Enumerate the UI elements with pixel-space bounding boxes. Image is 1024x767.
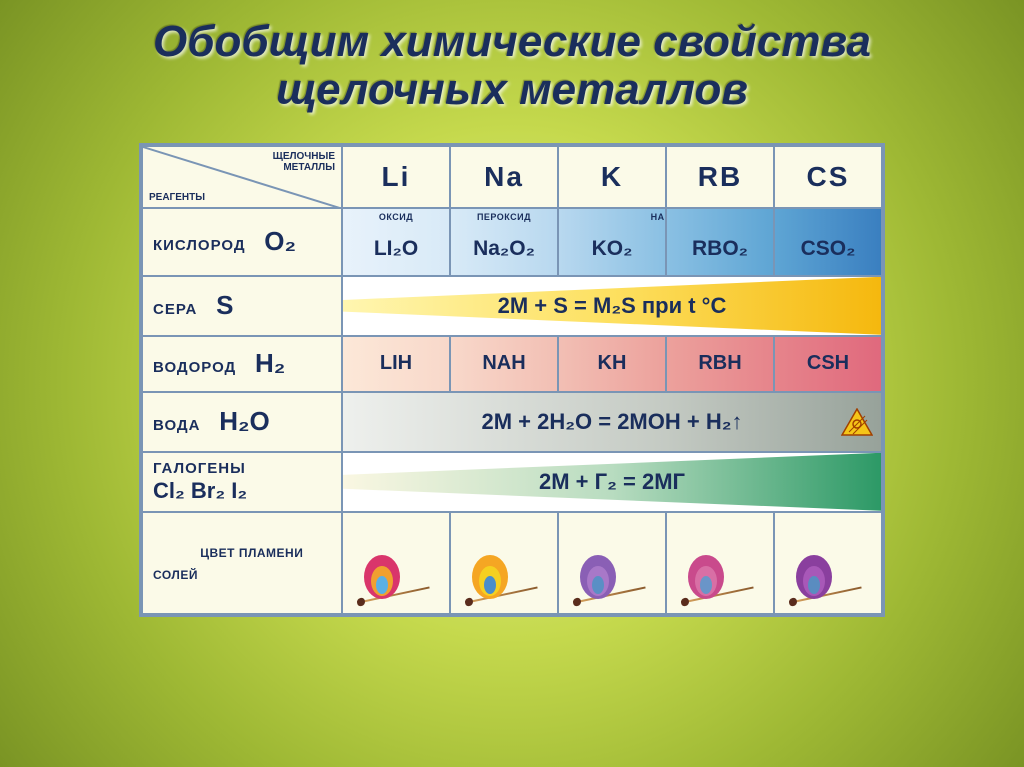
row-flame: ЦВЕТ ПЛАМЕНИ СОЛЕЙ [142,512,882,614]
ox-Rb: RBO₂ [666,208,774,276]
flame-Li [342,512,450,614]
reagent-water: ВОДА H₂O [142,392,342,452]
ox-Li: ОКСИД LI₂O [342,208,450,276]
flame-Cs [774,512,882,614]
flame-icon [793,539,835,599]
title-line1: Обобщим химические свойства [153,17,871,66]
ox-K: НАДПЕРОКСИДЫ KO₂ [558,208,666,276]
h-Rb: RBH [666,336,774,392]
flame-icon [469,539,511,599]
reagent-halogens: ГАЛОГЕНЫ Cl₂ Br₂ I₂ [142,452,342,512]
flame-icon [577,539,619,599]
diagonal-header: ЩЕЛОЧНЫЕ МЕТАЛЛЫ РЕАГЕНТЫ [142,146,342,208]
metal-Cs: CS [774,146,882,208]
reagent-hydrogen: ВОДОРОД H₂ [142,336,342,392]
h-Cs: CSH [774,336,882,392]
water-equation: 2M + 2H₂O = 2MOH + H₂↑ [342,392,882,452]
flame-K [558,512,666,614]
flame-icon [685,539,727,599]
row-hydrogen: ВОДОРОД H₂ LIH NAH KH RBH CSH [142,336,882,392]
properties-table: ЩЕЛОЧНЫЕ МЕТАЛЛЫ РЕАГЕНТЫ Li Na K RB CS … [139,143,885,617]
header-row: ЩЕЛОЧНЫЕ МЕТАЛЛЫ РЕАГЕНТЫ Li Na K RB CS [142,146,882,208]
metal-Na: Na [450,146,558,208]
reagent-flame: ЦВЕТ ПЛАМЕНИ СОЛЕЙ [142,512,342,614]
reagent-sulfur: СЕРА S [142,276,342,336]
metal-K: K [558,146,666,208]
flame-icon [361,539,403,599]
metal-Li: Li [342,146,450,208]
h-K: KH [558,336,666,392]
flame-Rb [666,512,774,614]
h-Na: NAH [450,336,558,392]
row-water: ВОДА H₂O 2M + 2H₂O = 2MOH + H₂↑ [142,392,882,452]
metal-Rb: RB [666,146,774,208]
flame-Na [450,512,558,614]
warning-icon [841,408,873,436]
row-halogens: ГАЛОГЕНЫ Cl₂ Br₂ I₂ 2M + Г₂ = 2MГ [142,452,882,512]
h-Li: LIH [342,336,450,392]
diag-reagents-label: РЕАГЕНТЫ [149,192,205,203]
halogen-equation: 2M + Г₂ = 2MГ [342,452,882,512]
ox-Cs: CSO₂ [774,208,882,276]
diag-metals-label: ЩЕЛОЧНЫЕ МЕТАЛЛЫ [273,151,335,173]
title-line2: щелочных металлов [276,65,748,114]
reagent-oxygen: КИСЛОРОД O₂ [142,208,342,276]
row-oxygen: КИСЛОРОД O₂ ОКСИД LI₂O ПЕРОКСИД Na₂O₂ НА… [142,208,882,276]
slide-title: Обобщим химические свойства щелочных мет… [153,18,871,115]
row-sulfur: СЕРА S 2M + S = M₂S при t °C [142,276,882,336]
sulfur-equation: 2M + S = M₂S при t °C [342,276,882,336]
ox-Na: ПЕРОКСИД Na₂O₂ [450,208,558,276]
